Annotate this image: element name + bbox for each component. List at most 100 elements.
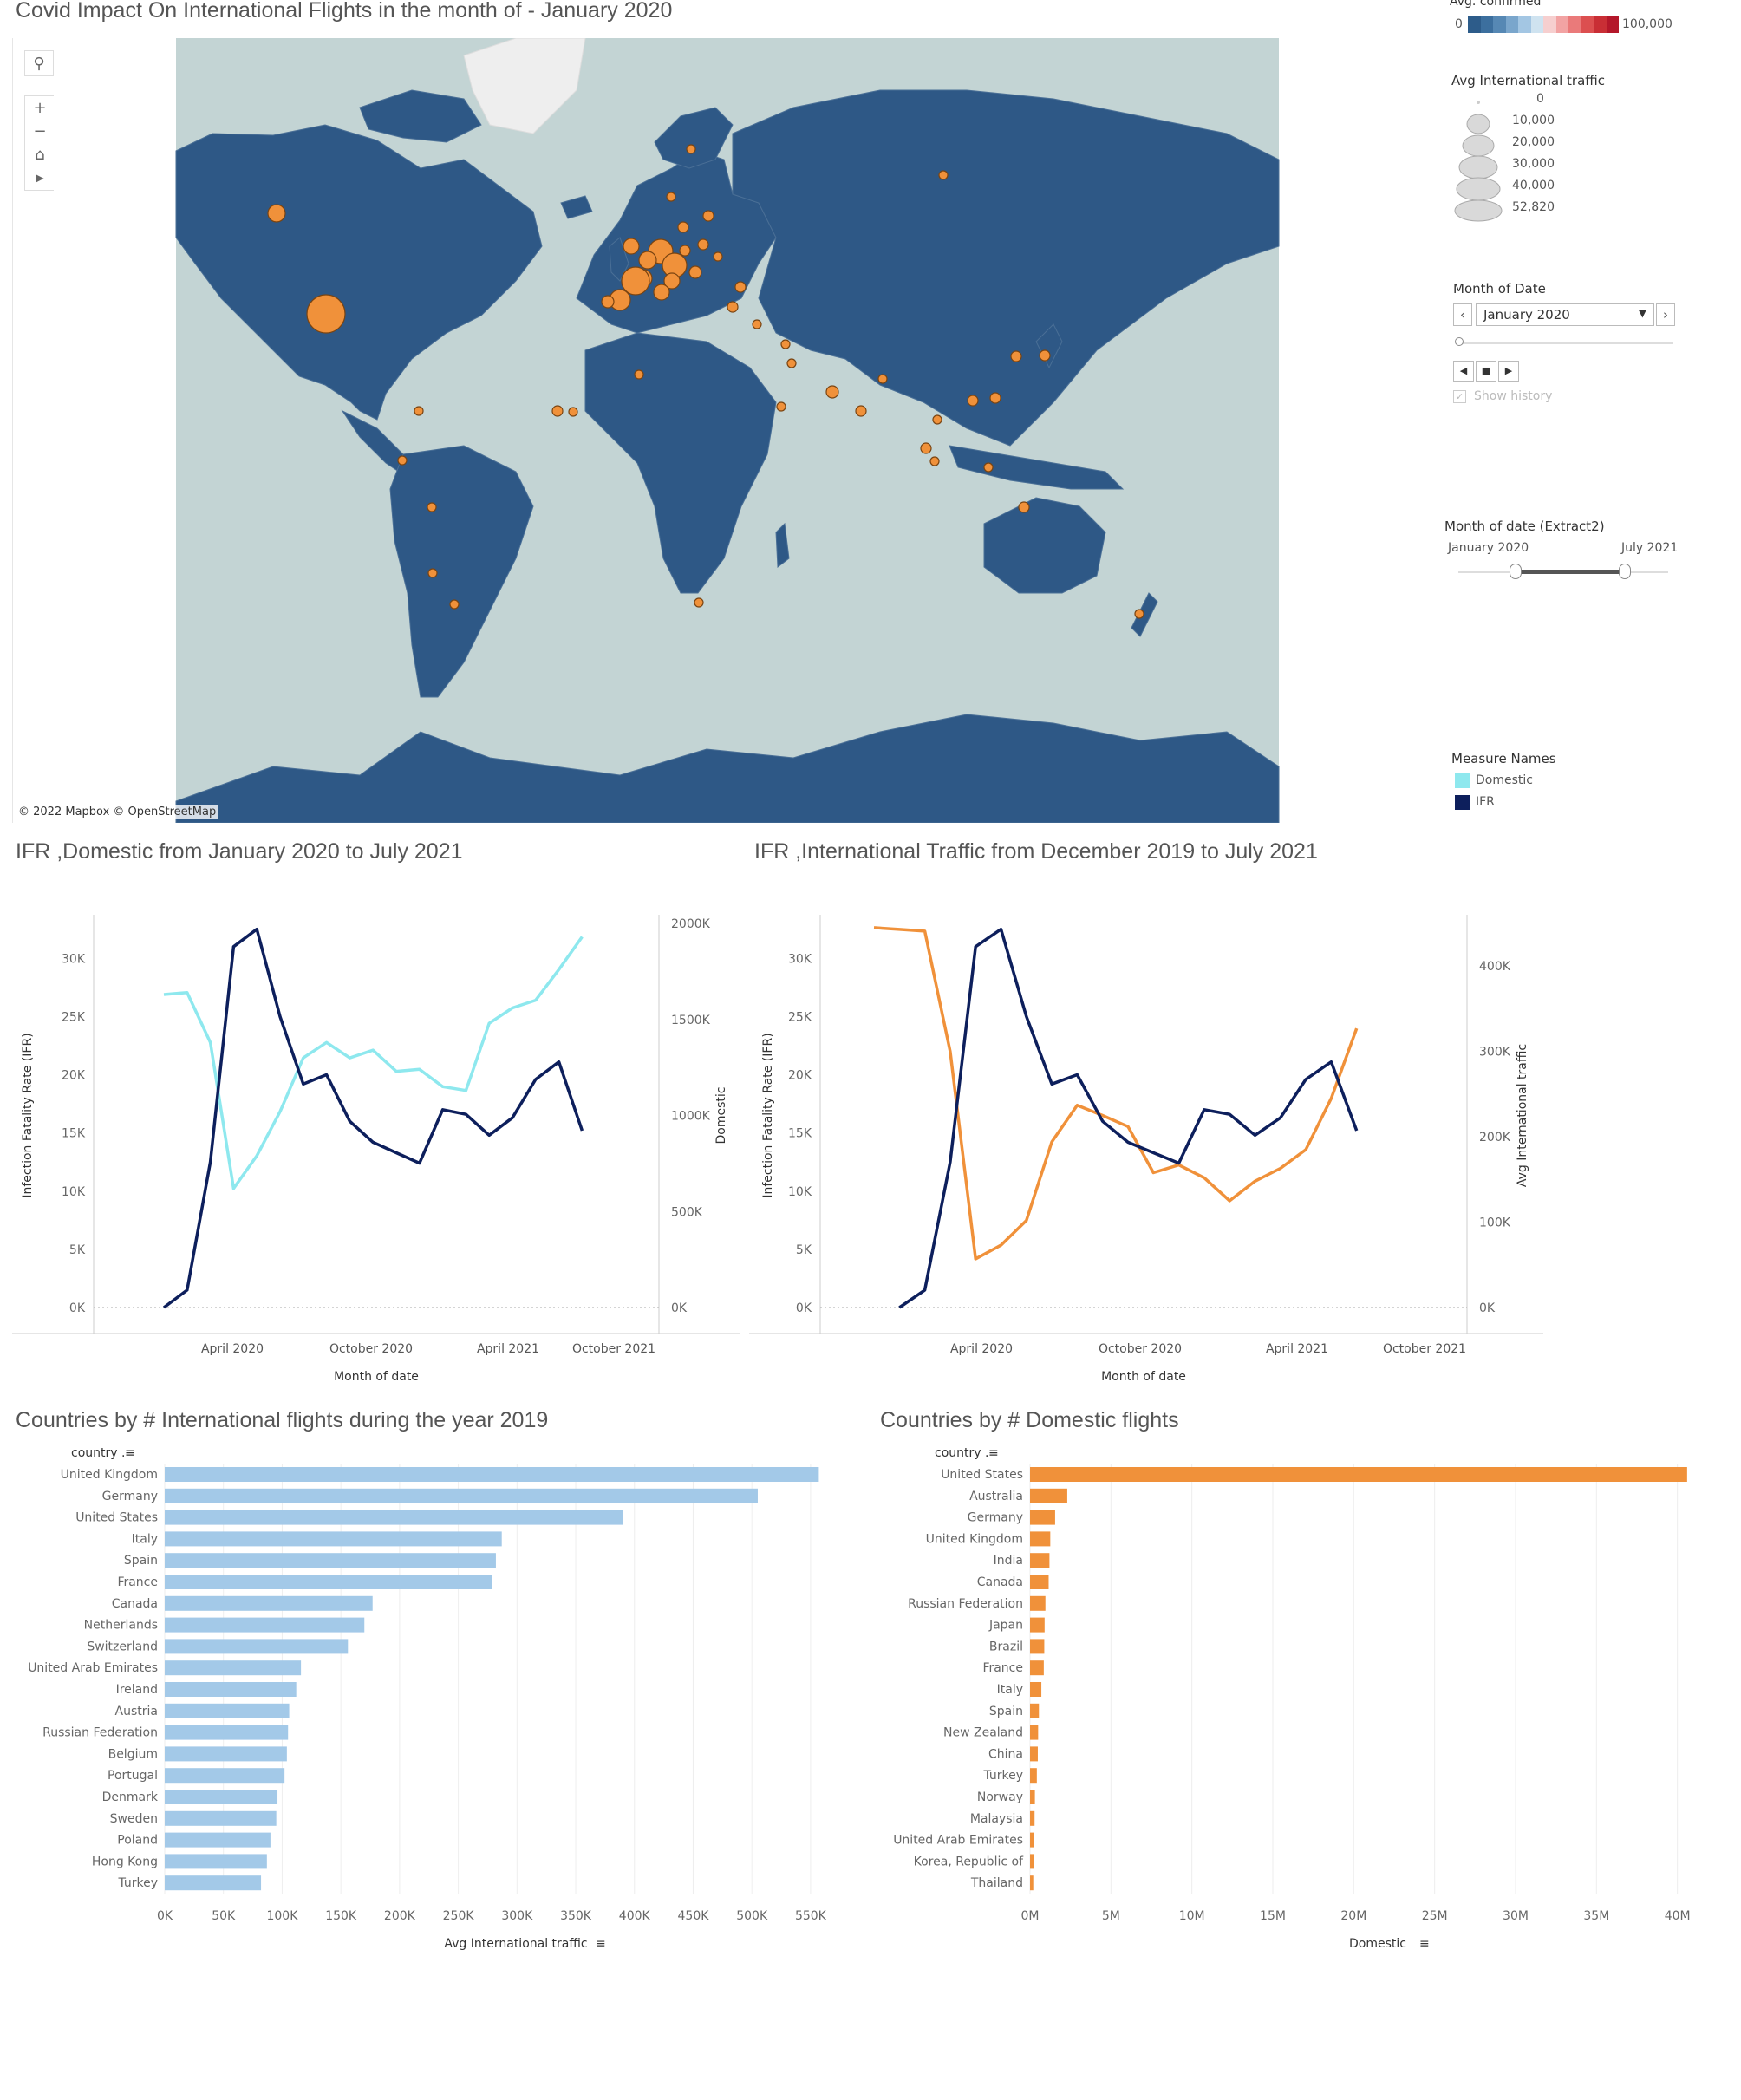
traffic-legend-label: 0	[1536, 92, 1544, 106]
y-tick-label: 10K	[788, 1185, 812, 1199]
x-tick-label: 25M	[1422, 1909, 1448, 1923]
bar	[165, 1660, 302, 1676]
ramp-step	[1468, 16, 1481, 33]
show-history-checkbox[interactable]: ✓	[1453, 390, 1466, 403]
ifr-international-line-chart[interactable]: 0K 5K 10K 15K 20K 25K 30K 0K 100K 200K 300K 400K Apr…	[746, 871, 1561, 1392]
traffic-legend-labels: 0 10,000 20,000 30,000 40,000 52,820	[1509, 92, 1555, 222]
prev-month-button[interactable]: ‹	[1453, 303, 1472, 326]
bar	[1030, 1617, 1045, 1633]
month-dropdown[interactable]: January 2020 ▼	[1476, 303, 1654, 326]
airport-bubble	[734, 281, 747, 293]
x-axis-title: Month of date	[334, 1370, 419, 1384]
bar	[1030, 1510, 1055, 1525]
airport-bubble	[1010, 350, 1022, 362]
bar	[1030, 1467, 1687, 1482]
airport-bubble	[929, 456, 940, 466]
x-tick-label: 30M	[1503, 1909, 1529, 1923]
x-tick-label: October 2021	[572, 1342, 655, 1356]
zoom-in-icon[interactable]: +	[25, 96, 55, 120]
y2-tick-label: 100K	[1479, 1216, 1511, 1230]
home-icon[interactable]: ⌂	[25, 143, 55, 166]
confirmed-legend-min: 0	[1455, 17, 1463, 31]
airport-bubble	[983, 462, 994, 473]
x-tick-label: 10M	[1179, 1909, 1205, 1923]
category-label: Germany	[102, 1490, 158, 1503]
airport-bubble	[752, 319, 762, 329]
x-tick-label: 50K	[212, 1909, 236, 1923]
x-axis-title: Month of date	[1101, 1370, 1186, 1384]
category-label: Russian Federation	[42, 1726, 158, 1740]
category-label: United Kingdom	[61, 1468, 158, 1482]
step-forward-button[interactable]: ▶	[1498, 361, 1519, 382]
category-label: Canada	[977, 1575, 1023, 1589]
x-tick-label: October 2020	[329, 1342, 413, 1356]
airport-bubble	[1039, 349, 1051, 362]
range-slider-end-handle[interactable]	[1619, 564, 1631, 579]
airport-bubble	[1018, 501, 1030, 513]
airport-bubble	[713, 251, 723, 262]
airport-bubble	[932, 414, 942, 425]
ramp-step	[1505, 16, 1518, 33]
size-swatch-3	[1458, 155, 1498, 179]
month-slider-handle[interactable]	[1455, 337, 1464, 346]
category-label: Brazil	[989, 1640, 1023, 1653]
zoom-out-icon[interactable]: −	[25, 120, 55, 143]
next-month-button[interactable]: ›	[1656, 303, 1675, 326]
stop-button[interactable]: ■	[1476, 361, 1496, 382]
greenland	[463, 38, 586, 134]
map-attribution[interactable]: © 2022 Mapbox © OpenStreetMap	[16, 805, 219, 819]
airport-bubble	[938, 170, 949, 180]
airport-bubble	[638, 251, 657, 270]
asia	[732, 89, 1280, 447]
airport-bubble	[663, 272, 681, 290]
y-tick-label: 0K	[796, 1301, 812, 1315]
ifr-domestic-line-chart[interactable]: 0K 5K 10K 15K 20K 25K 30K 0K 500K 1000K 1500K 2000K…	[0, 871, 746, 1392]
bar	[1030, 1575, 1049, 1589]
airport-bubble	[653, 284, 670, 301]
range-slider-start-handle[interactable]	[1510, 564, 1522, 579]
bar	[165, 1854, 267, 1869]
search-icon[interactable]: ⚲	[24, 50, 54, 76]
category-label: Russian Federation	[908, 1597, 1023, 1611]
category-label: Thailand	[970, 1876, 1023, 1890]
x-tick-label: 35M	[1583, 1909, 1609, 1923]
x-tick-label: April 2020	[950, 1342, 1013, 1356]
international-flights-bar-chart[interactable]: 0K 50K 100K 150K 200K 250K 300K 350K 400K 450K 500…	[0, 1439, 867, 1960]
land-masses	[175, 89, 1280, 823]
month-slider-track[interactable]	[1457, 342, 1673, 344]
bar	[165, 1703, 290, 1718]
airport-bubble	[666, 192, 676, 202]
airport-bubble	[306, 294, 346, 334]
airport-bubble	[877, 374, 888, 384]
bar	[1030, 1682, 1042, 1697]
traffic-legend-label: 40,000	[1512, 179, 1555, 192]
x-tick-label: 15M	[1260, 1909, 1286, 1923]
month-filter-title: Month of Date	[1453, 281, 1546, 297]
size-swatch-2	[1462, 134, 1495, 157]
bar	[165, 1488, 758, 1503]
play-icon[interactable]: ▶	[25, 166, 55, 190]
category-label: Spain	[124, 1554, 158, 1568]
size-swatch-4	[1456, 177, 1501, 201]
north-america	[175, 124, 543, 421]
airport-bubble	[679, 245, 691, 257]
world-map[interactable]	[12, 38, 1444, 823]
category-label: Poland	[117, 1834, 158, 1848]
airport-bubble	[989, 392, 1001, 404]
series-line-avg-international-traffic	[873, 926, 1359, 1261]
bar	[165, 1553, 496, 1568]
bar	[1030, 1660, 1044, 1676]
bar	[1030, 1531, 1051, 1547]
category-label: India	[994, 1554, 1023, 1568]
category-label: Spain	[989, 1705, 1023, 1718]
category-label: Belgium	[108, 1747, 158, 1761]
y2-axis-title: Domestic	[714, 1087, 728, 1145]
airport-bubble	[677, 221, 689, 233]
map-canvas[interactable]	[13, 38, 1444, 823]
airport-bubble	[855, 405, 867, 417]
bar	[1030, 1553, 1050, 1568]
airport-bubble	[686, 144, 696, 154]
step-back-button[interactable]: ◀	[1453, 361, 1474, 382]
y2-tick-label: 300K	[1479, 1046, 1511, 1060]
